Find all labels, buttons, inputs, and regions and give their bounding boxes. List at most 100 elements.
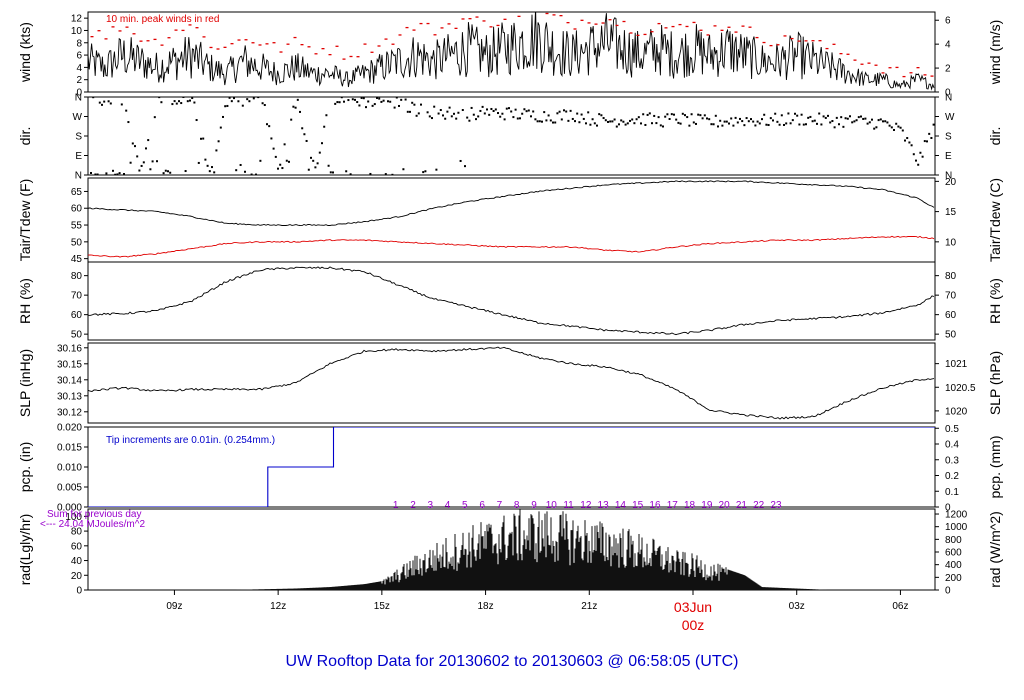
dir-point: [101, 103, 103, 106]
dir-point: [805, 123, 807, 126]
dir-point: [288, 160, 290, 163]
dir-point: [637, 116, 640, 119]
dir-point: [552, 121, 554, 124]
dir-point: [882, 120, 884, 123]
dir-point: [96, 173, 99, 175]
dir-point: [191, 97, 194, 100]
ytick-right-label: 15: [945, 207, 957, 218]
dir-point: [426, 111, 429, 114]
dir-point: [180, 102, 183, 105]
panel-frame-dir: [87, 96, 936, 176]
hour-marker: 16: [649, 500, 661, 511]
ytick-right-label: W: [945, 112, 955, 123]
dir-point: [578, 121, 581, 124]
hour-marker: 20: [719, 500, 731, 511]
dir-point: [677, 121, 680, 124]
dir-point: [252, 97, 255, 100]
dir-point: [109, 102, 112, 105]
dir-point: [98, 101, 101, 104]
hour-marker: 22: [753, 500, 765, 511]
ytick-right-label: 2: [945, 64, 951, 75]
dir-point: [235, 169, 238, 172]
dir-point: [519, 117, 521, 120]
slp-series: [88, 346, 935, 420]
dir-point: [290, 118, 293, 121]
dir-point: [263, 104, 266, 107]
ytick-left-label: 30.15: [57, 359, 82, 370]
dir-point: [402, 168, 405, 171]
dir-point: [107, 100, 110, 103]
ylabel-left-slp: SLP (inHg): [17, 349, 33, 417]
dir-point: [824, 116, 827, 119]
dir-point: [842, 125, 845, 128]
dir-point: [349, 173, 352, 175]
dir-point: [908, 141, 911, 144]
ytick-right-label: 10: [945, 237, 957, 248]
dir-point: [362, 97, 365, 100]
dir-point: [600, 114, 603, 117]
ytick-right-label: 1000: [945, 522, 968, 533]
dir-point: [868, 121, 871, 124]
dir-point: [591, 118, 594, 121]
dir-point: [131, 142, 134, 145]
dir-point: [494, 108, 497, 111]
dir-point: [420, 103, 422, 106]
dir-point: [145, 147, 147, 150]
dir-point: [629, 119, 631, 122]
dir-point: [259, 159, 262, 162]
dir-point: [756, 120, 759, 123]
ylabel-right-rad: rad (W/m^2): [987, 511, 1003, 588]
plot-area-rh: [88, 266, 935, 336]
dir-point: [428, 115, 431, 118]
dir-point: [765, 123, 768, 126]
dir-point: [272, 147, 275, 150]
ytick-left-label: 0.005: [57, 483, 82, 494]
ytick-left-label: 0.000: [57, 503, 82, 514]
dir-point: [365, 106, 367, 109]
dir-point: [305, 139, 308, 142]
dir-point: [413, 103, 416, 106]
dir-point: [369, 172, 372, 175]
dir-point: [248, 100, 251, 103]
dir-point: [389, 100, 392, 103]
dir-point: [281, 167, 284, 170]
ytick-left-label: 60: [71, 541, 83, 552]
dir-point: [186, 100, 189, 103]
dir-point: [123, 173, 125, 175]
ylabel-left-pcp: pcp. (in): [17, 442, 33, 493]
dir-point: [530, 115, 532, 118]
ylabel-left-dir: dir.: [17, 127, 33, 146]
dir-point: [710, 123, 713, 126]
dir-point: [206, 164, 209, 167]
dir-point: [158, 97, 161, 99]
dir-point: [835, 116, 838, 119]
dir-point: [840, 116, 843, 119]
dir-point: [888, 124, 891, 127]
dir-point: [692, 121, 695, 124]
dir-point: [818, 112, 821, 115]
ytick-left-label: N: [75, 171, 82, 182]
dir-point: [446, 110, 449, 113]
dir-point: [114, 173, 117, 175]
dir-point: [604, 119, 607, 122]
x-axis: 09z 12z 15z 18z 21z 03z 06z 03Jun 00z: [166, 590, 908, 633]
dir-point: [437, 112, 440, 115]
dir-point: [829, 121, 832, 124]
dir-point: [178, 100, 180, 103]
dir-point: [125, 109, 128, 112]
dir-point: [334, 102, 337, 105]
dir-point: [684, 114, 686, 117]
dir-point: [92, 97, 95, 99]
ytick-right-label: 6: [945, 16, 951, 27]
dir-point: [329, 171, 332, 174]
dir-point: [717, 125, 719, 128]
dir-point: [325, 114, 328, 117]
ytick-left-label: 0: [76, 88, 82, 99]
dir-point: [239, 163, 242, 166]
ytick-left-label: 60: [71, 204, 83, 215]
dir-point: [417, 112, 420, 115]
dir-point: [706, 117, 708, 120]
dir-point: [307, 168, 310, 171]
ytick-right-label: 50: [945, 330, 957, 341]
